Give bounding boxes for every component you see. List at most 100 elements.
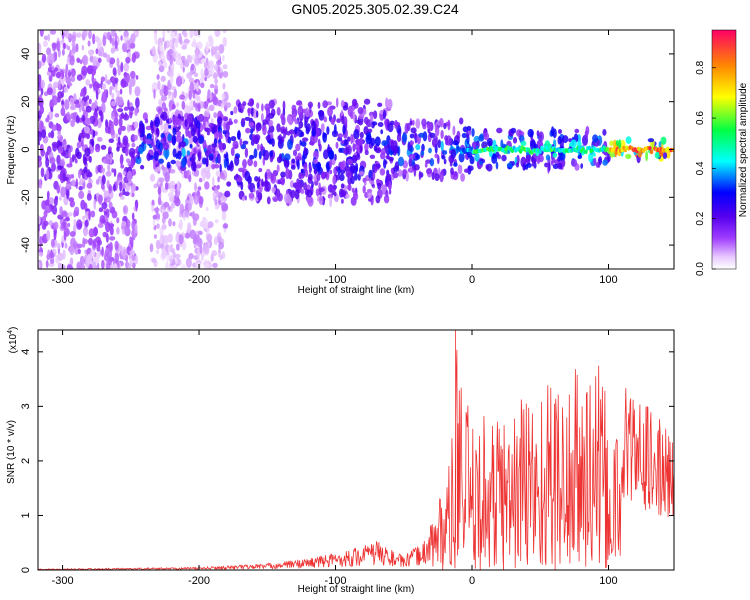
spectrogram-cell	[238, 167, 245, 173]
spectrogram-cell	[165, 261, 169, 269]
spectrogram-cell	[67, 33, 73, 42]
spectrogram-cell	[108, 146, 112, 153]
spectrogram-cell	[466, 125, 472, 131]
spectrogram-cell	[69, 55, 75, 66]
spectrogram-cell	[145, 138, 152, 145]
spectrogram-cell	[602, 159, 608, 166]
spectrogram-cell	[109, 86, 112, 96]
spectrogram-cell	[160, 75, 166, 82]
spectrogram-cell	[331, 116, 335, 126]
spectrogram-cell	[112, 67, 117, 76]
spectrogram-cell	[337, 166, 341, 176]
spectrogram-cell	[164, 172, 170, 183]
spectrogram-cell	[98, 194, 103, 205]
spectrogram-cell	[58, 196, 62, 201]
spectrogram-cell	[78, 135, 82, 143]
spectrogram-cell	[181, 240, 187, 251]
colorbar-tick-label: 0.2	[695, 211, 706, 225]
spectrogram-cell	[83, 166, 88, 173]
spectrogram-cell	[176, 32, 179, 41]
spectrogram-cell	[83, 126, 90, 134]
spectrogram-cell	[196, 237, 203, 248]
spectrogram-cell	[105, 153, 111, 164]
spectrogram-cell	[72, 241, 77, 250]
spectrogram-cell	[280, 113, 285, 121]
spectrogram-cell	[224, 190, 231, 198]
spectrogram-cell	[303, 146, 307, 157]
colorbar-tick-label: 0.4	[695, 161, 706, 175]
spectrogram-cell	[316, 172, 321, 182]
spectrogram-cell	[186, 169, 190, 179]
snr-y-tick-label: 0	[20, 567, 32, 573]
spectrogram-cell	[202, 157, 207, 165]
spectrogram-cell	[38, 224, 41, 232]
spectrogram-cell	[55, 124, 62, 132]
spectrogram-cell	[516, 129, 523, 138]
spectrogram-cell	[193, 195, 199, 205]
spectrogram-cell	[211, 163, 216, 170]
spectrogram-cell	[123, 63, 129, 72]
spectrogram-cell	[120, 125, 126, 131]
spectrogram-cell	[558, 129, 562, 134]
spectrogram-cell	[177, 76, 182, 83]
spectrogram-cell	[271, 138, 275, 147]
spectrogram-cell	[598, 156, 603, 165]
spectrogram-cell	[227, 120, 234, 126]
spectrogram-cell	[533, 161, 537, 169]
spectrogram-cell	[216, 51, 221, 61]
spectrogram-cell	[61, 264, 66, 269]
spectrogram-cell	[199, 245, 203, 254]
spectrogram-cell	[48, 197, 55, 206]
spectrogram-cell	[66, 264, 73, 269]
spectrogram-cell	[199, 77, 205, 82]
spectrogram-cell	[515, 162, 520, 168]
spectrogram-cell	[412, 152, 419, 161]
spectrogram-cell	[359, 137, 363, 143]
spectrogram-cell	[114, 77, 119, 84]
spectrogram-cell	[117, 244, 123, 252]
spectrogram-cell	[51, 162, 56, 172]
spectrogram-cell	[442, 150, 448, 155]
spectrogram-y-tick-label: 40	[20, 48, 32, 60]
spectrogram-cell	[269, 150, 274, 157]
spectrogram-cell	[240, 181, 244, 191]
spectrogram-cell	[175, 160, 180, 167]
spectrogram-cell	[426, 168, 433, 175]
spectrogram-cell	[85, 105, 92, 113]
spectrogram-cell	[84, 249, 87, 254]
spectrogram-cell	[79, 92, 83, 97]
spectrogram-cell	[95, 89, 99, 101]
spectrogram-cell	[170, 202, 175, 209]
spectrogram-cell	[166, 254, 170, 262]
spectrogram-cell	[195, 49, 199, 60]
spectrogram-cell	[85, 219, 89, 228]
spectrogram-cell	[230, 136, 237, 142]
spectrogram-cell	[247, 175, 252, 185]
spectrogram-cell	[435, 126, 440, 137]
spectrogram-cell	[222, 64, 228, 70]
spectrogram-cell	[496, 127, 503, 134]
spectrogram-cell	[530, 155, 535, 163]
spectrogram-y-ticks: -40 -20 0 20 40	[20, 48, 674, 253]
spectrogram-cell	[161, 111, 168, 121]
spectrogram-cell	[164, 182, 169, 191]
spectrogram-cell	[181, 157, 186, 168]
spectrogram-cell	[73, 210, 77, 218]
spectrogram-cell	[318, 143, 322, 152]
spectrogram-cell	[297, 105, 304, 117]
spectrogram-cell	[167, 245, 171, 253]
spectrogram-cell	[264, 103, 271, 111]
spectrogram-cell	[67, 69, 71, 78]
spectrogram-cell	[131, 142, 136, 148]
spectrogram-cell	[43, 220, 49, 227]
spectrogram-cell	[495, 151, 500, 158]
spectrogram-cell	[169, 54, 173, 66]
spectrogram-cell	[88, 98, 92, 105]
spectrogram-cell	[339, 169, 346, 175]
spectrogram-cell	[256, 182, 260, 188]
spectrogram-cell	[261, 103, 264, 112]
spectrogram-cell	[253, 188, 256, 193]
spectrogram-cell	[158, 177, 165, 183]
spectrogram-cell	[38, 179, 42, 189]
spectrogram-cell	[253, 148, 258, 159]
